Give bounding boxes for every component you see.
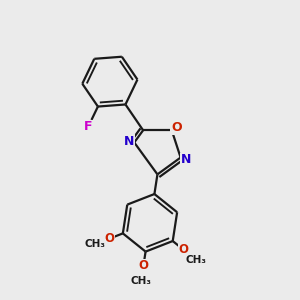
Text: CH₃: CH₃ — [85, 239, 106, 249]
Text: F: F — [84, 120, 92, 133]
Text: N: N — [181, 153, 191, 167]
Text: CH₃: CH₃ — [185, 255, 206, 265]
Text: O: O — [138, 259, 148, 272]
Text: O: O — [179, 244, 189, 256]
Text: O: O — [105, 232, 115, 245]
Text: O: O — [171, 122, 181, 134]
Text: CH₃: CH₃ — [130, 276, 152, 286]
Text: N: N — [124, 135, 134, 148]
